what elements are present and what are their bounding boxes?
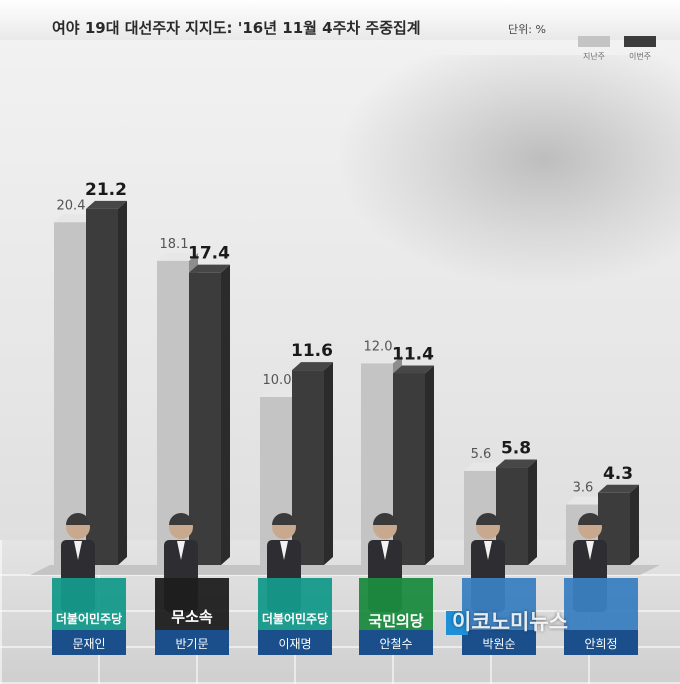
data-label-previous-1: 18.1 [160, 237, 189, 252]
bar-previous-3-top [361, 355, 402, 364]
candidate-shirt-0 [74, 541, 82, 560]
data-label-current-3: 11.4 [392, 344, 434, 364]
candidate-hair-2 [272, 513, 296, 525]
unit-label: 단위: % [508, 23, 546, 36]
candidate-hair-1 [169, 513, 193, 525]
candidate-shirt-5 [586, 541, 594, 560]
data-label-current-5: 4.3 [603, 464, 633, 484]
name-panel-1 [155, 630, 229, 655]
candidate-name-5: 안희정 [584, 637, 618, 651]
data-label-current-1: 17.4 [188, 244, 230, 264]
party-panel-3 [359, 578, 433, 630]
party-label-2: 더불어민주당 [261, 612, 329, 626]
party-panel-1 [155, 578, 229, 630]
bar-previous-4-top [464, 462, 505, 471]
data-label-previous-5: 3.6 [573, 481, 594, 496]
bar-previous-5-top [566, 496, 607, 505]
candidate-hair-3 [373, 513, 397, 525]
candidate-shirt-1 [177, 541, 185, 560]
data-label-current-2: 11.6 [291, 341, 333, 361]
party-label-1: 무소속 [171, 608, 213, 626]
name-panel-0 [52, 630, 126, 655]
chart-title: 여야 19대 대선주자 지지도: '16년 11월 4주차 주중집계 [52, 19, 421, 37]
candidate-shirt-4 [484, 541, 492, 560]
bar-current-3-side [425, 365, 434, 565]
candidate-shirt-2 [280, 541, 288, 560]
watermark-text: 이코노미뉴스 [452, 610, 568, 634]
bar-current-1 [189, 272, 221, 565]
name-panel-5 [564, 630, 638, 655]
name-panel-2 [258, 630, 332, 655]
bar-current-2-top [292, 362, 333, 371]
data-label-current-4: 5.8 [501, 439, 531, 459]
candidate-name-1: 반기문 [175, 637, 209, 651]
candidate-hair-5 [578, 513, 602, 525]
bar-previous-0-top [54, 214, 95, 223]
party-panel-5 [564, 578, 638, 630]
data-label-previous-3: 12.0 [364, 339, 393, 354]
bar-current-3-top [393, 365, 434, 374]
candidate-shirt-3 [381, 541, 389, 560]
candidate-hair-0 [66, 513, 90, 525]
candidate-name-0: 문재인 [72, 637, 106, 651]
candidate-name-2: 이재명 [278, 637, 312, 651]
bar-current-5-side [630, 484, 639, 565]
name-panel-4 [462, 630, 536, 655]
bar-current-2-side [324, 362, 333, 565]
bar-previous-2-top [260, 389, 301, 397]
data-label-previous-4: 5.6 [471, 447, 492, 462]
candidate-name-4: 박원순 [482, 637, 516, 651]
legend-swatch-previous [578, 36, 610, 47]
candidate-hair-4 [476, 513, 500, 525]
bar-current-5-top [598, 484, 639, 493]
bar-current-3 [393, 373, 425, 565]
bar-current-0-side [118, 200, 127, 565]
bar-current-0-top [86, 200, 127, 209]
bar-current-4-side [528, 459, 537, 565]
party-panel-0 [52, 578, 126, 630]
bar-current-4-top [496, 459, 537, 468]
chart-floor [30, 565, 660, 575]
party-label-3: 국민의당 [368, 612, 424, 630]
party-label-0: 더불어민주당 [55, 612, 123, 626]
data-label-previous-0: 20.4 [57, 198, 86, 213]
party-panel-4 [462, 578, 536, 630]
party-panel-2 [258, 578, 332, 630]
name-panel-3 [359, 630, 433, 655]
data-label-previous-2: 10.0 [263, 373, 292, 388]
bar-previous-0 [54, 222, 86, 565]
economy-news-logo [446, 611, 468, 635]
bar-current-1-side [221, 264, 230, 565]
bar-current-0 [86, 208, 118, 565]
data-label-current-0: 21.2 [85, 180, 127, 200]
candidate-name-3: 안철수 [379, 637, 413, 651]
bar-current-2 [292, 370, 324, 565]
bar-previous-2 [260, 397, 292, 565]
bar-current-1-top [189, 264, 230, 273]
bar-previous-1-top [157, 252, 198, 261]
title-bar [0, 0, 680, 40]
legend-swatch-current [624, 36, 656, 47]
blue-house-background-image [340, 55, 680, 285]
